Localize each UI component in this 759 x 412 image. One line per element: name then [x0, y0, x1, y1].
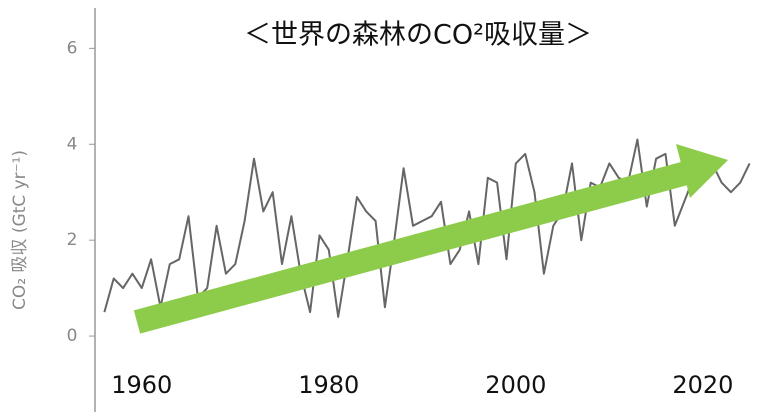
arrow-shaft — [133, 160, 694, 334]
y-tick-label: 4 — [67, 134, 78, 154]
x-tick-label: 2000 — [485, 371, 546, 399]
chart-title: ＜世界の森林のCO²吸収量＞ — [244, 20, 592, 51]
x-tick-label: 1960 — [111, 371, 172, 399]
x-tick-label: 1980 — [298, 371, 359, 399]
y-tick-label: 2 — [67, 230, 78, 250]
y-axis-label: CO₂ 吸収 (GtC yr⁻¹) — [10, 150, 30, 310]
trend-arrow — [133, 144, 728, 334]
x-tick-label: 2020 — [672, 371, 733, 399]
arrow-head — [676, 144, 728, 198]
y-tick-label: 6 — [67, 38, 78, 58]
y-tick-label: 0 — [67, 326, 78, 346]
